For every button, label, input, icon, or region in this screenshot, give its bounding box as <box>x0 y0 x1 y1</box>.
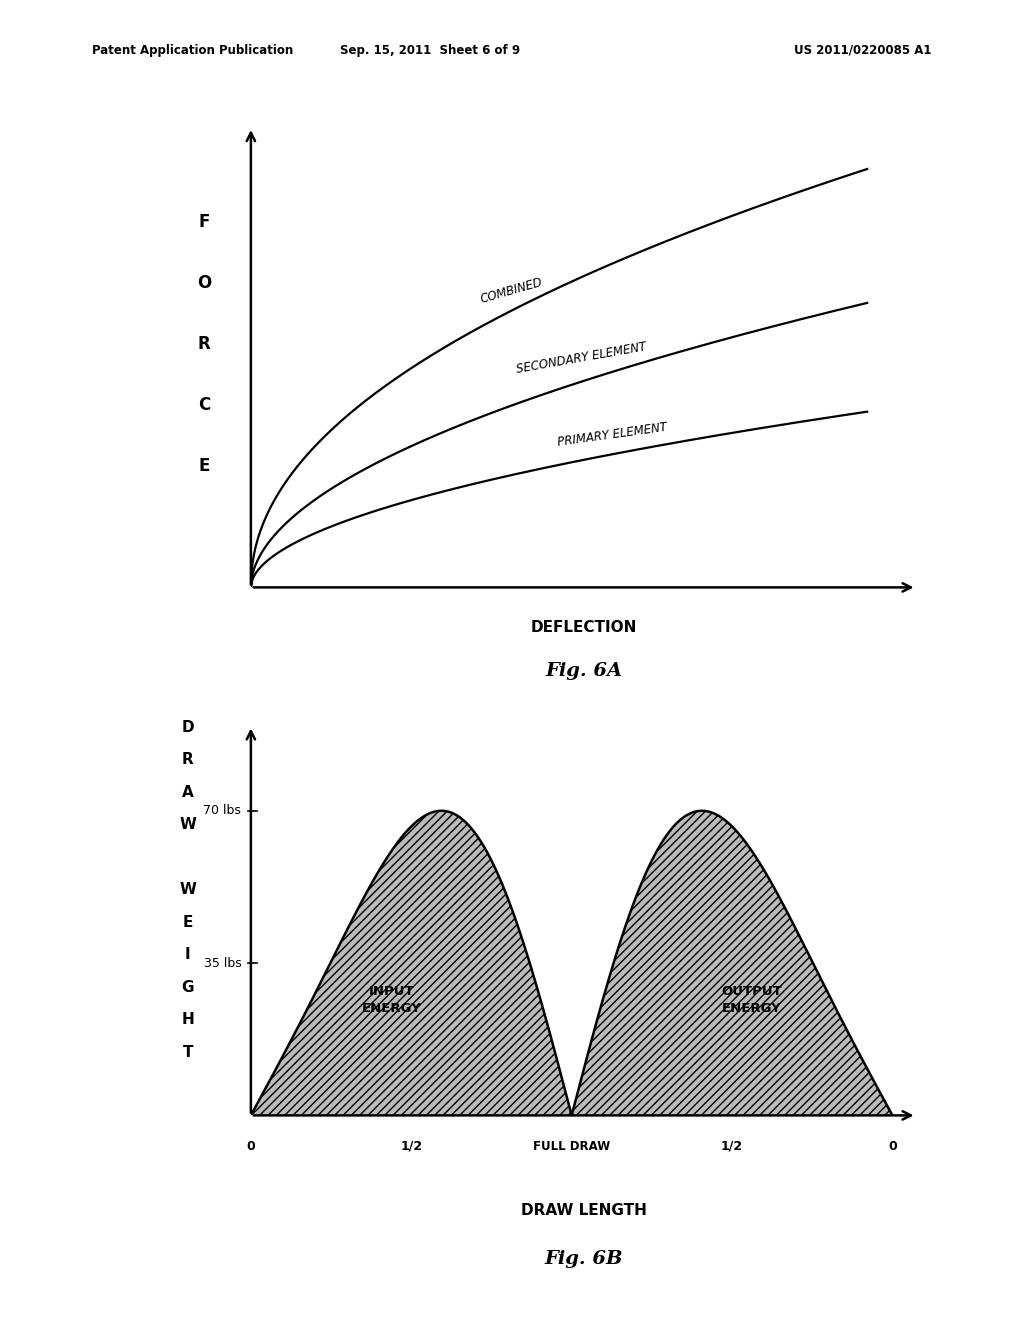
Text: E: E <box>182 915 193 929</box>
Text: Patent Application Publication: Patent Application Publication <box>92 44 294 57</box>
Text: OUTPUT
ENERGY: OUTPUT ENERGY <box>721 985 781 1015</box>
Text: W: W <box>179 817 196 832</box>
Text: I: I <box>185 948 190 962</box>
Text: 1/2: 1/2 <box>400 1139 422 1152</box>
Text: O: O <box>198 273 211 292</box>
Text: H: H <box>181 1012 194 1027</box>
Text: SECONDARY ELEMENT: SECONDARY ELEMENT <box>515 341 647 376</box>
Text: 0: 0 <box>888 1139 897 1152</box>
Text: F: F <box>199 213 210 231</box>
Text: Fig. 6B: Fig. 6B <box>545 1250 623 1269</box>
Text: DEFLECTION: DEFLECTION <box>530 620 637 635</box>
Text: COMBINED: COMBINED <box>479 276 545 306</box>
Text: R: R <box>198 335 211 352</box>
Text: Sep. 15, 2011  Sheet 6 of 9: Sep. 15, 2011 Sheet 6 of 9 <box>340 44 520 57</box>
Text: R: R <box>182 752 194 767</box>
Text: PRIMARY ELEMENT: PRIMARY ELEMENT <box>557 421 668 449</box>
Text: T: T <box>182 1044 193 1060</box>
Text: C: C <box>199 396 210 413</box>
Text: US 2011/0220085 A1: US 2011/0220085 A1 <box>795 44 932 57</box>
Text: 35 lbs: 35 lbs <box>204 957 242 970</box>
Text: W: W <box>179 882 196 898</box>
Text: 70 lbs: 70 lbs <box>204 804 242 817</box>
Text: 0: 0 <box>247 1139 255 1152</box>
Text: G: G <box>181 979 194 994</box>
Text: INPUT
ENERGY: INPUT ENERGY <box>362 985 422 1015</box>
Text: FULL DRAW: FULL DRAW <box>534 1139 610 1152</box>
Text: A: A <box>182 785 194 800</box>
Text: 1/2: 1/2 <box>721 1139 743 1152</box>
Text: Fig. 6A: Fig. 6A <box>545 663 623 680</box>
Text: E: E <box>199 457 210 475</box>
Text: DRAW LENGTH: DRAW LENGTH <box>521 1203 646 1217</box>
Text: D: D <box>181 719 194 735</box>
